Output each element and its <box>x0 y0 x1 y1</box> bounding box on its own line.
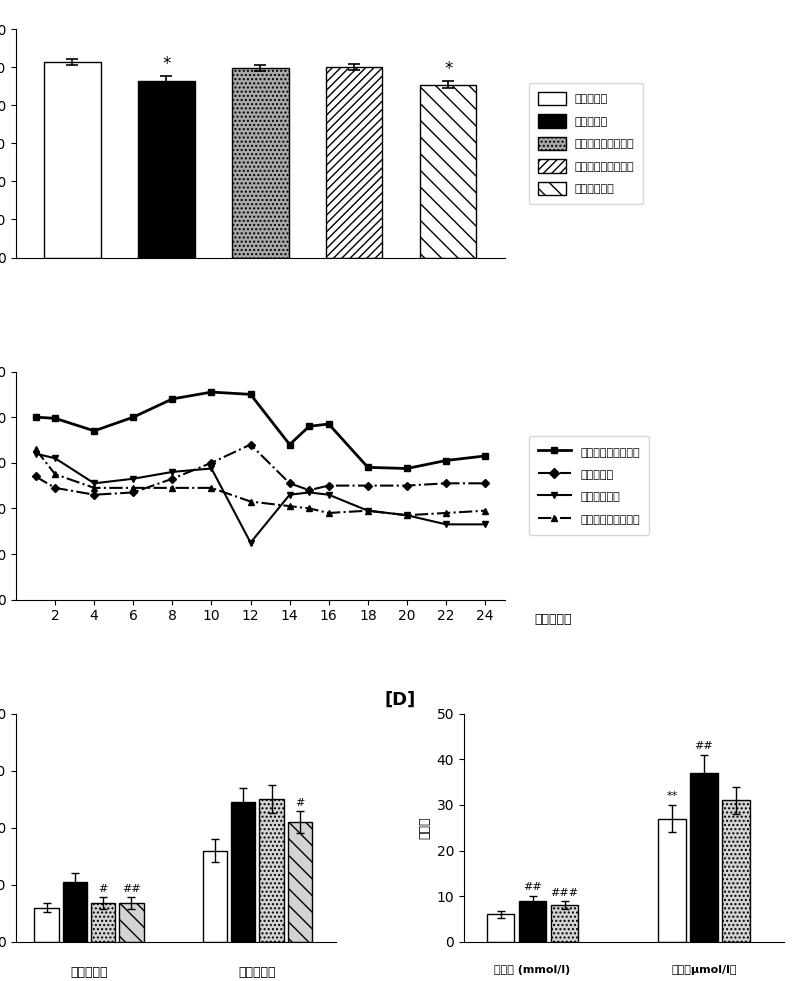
咖啡因干预组 <box>167 466 177 478</box>
Bar <box>288 822 312 942</box>
低剂量营养素干预组 <box>363 461 373 473</box>
高剂量营养素干预组 <box>285 500 294 512</box>
Text: 谷草转氨酶: 谷草转氨酶 <box>238 965 276 979</box>
慢性力竭组 <box>90 489 99 500</box>
Bar <box>326 68 382 257</box>
Bar <box>34 907 58 942</box>
Text: 肌酐（μmol/l）: 肌酐（μmol/l） <box>671 964 737 974</box>
咖啡因干预组 <box>480 519 490 531</box>
慢性力竭组 <box>363 480 373 491</box>
低剂量营养素干预组 <box>206 387 216 398</box>
Legend: 安静对照组, 慢性力竭组, 低剂量营养素干预组, 高剂量营养素干预组, 咖啡因干预组: 安静对照组, 慢性力竭组, 低剂量营养素干预组, 高剂量营养素干预组, 咖啡因干… <box>529 83 643 204</box>
Bar <box>91 903 115 942</box>
Bar <box>62 882 87 942</box>
Bar <box>519 901 546 942</box>
咖啡因干预组 <box>90 478 99 490</box>
高剂量营养素干预组 <box>50 468 60 480</box>
Y-axis label: 肾功能: 肾功能 <box>418 816 431 839</box>
Bar <box>138 80 194 257</box>
Legend: 低剂量营养素干预组, 慢性力竭组, 咖啡因干预组, 高剂量营养素干预组: 低剂量营养素干预组, 慢性力竭组, 咖啡因干预组, 高剂量营养素干预组 <box>529 437 649 535</box>
Text: *: * <box>162 55 170 74</box>
Text: **: ** <box>666 792 678 801</box>
Bar <box>487 914 514 942</box>
咖啡因干预组 <box>324 489 334 500</box>
慢性力竭组 <box>402 480 412 491</box>
Bar <box>203 851 227 942</box>
Bar <box>551 905 578 942</box>
慢性力竭组 <box>129 487 138 498</box>
高剂量营养素干预组 <box>480 505 490 517</box>
Bar <box>420 84 477 257</box>
高剂量营养素干预组 <box>246 495 255 507</box>
Text: ##: ## <box>523 883 542 893</box>
高剂量营养素干预组 <box>442 507 451 519</box>
咖啡因干预组 <box>206 463 216 475</box>
Text: #: # <box>98 885 108 895</box>
咖啡因干预组 <box>50 452 60 464</box>
高剂量营养素干预组 <box>402 509 412 521</box>
高剂量营养素干预组 <box>30 443 40 455</box>
慢性力竭组 <box>285 478 294 490</box>
慢性力竭组 <box>167 473 177 485</box>
咖啡因干预组 <box>363 505 373 517</box>
咖啡因干预组 <box>304 487 314 498</box>
低剂量营养素干预组 <box>246 388 255 400</box>
咖啡因干预组 <box>402 509 412 521</box>
低剂量营养素干预组 <box>129 411 138 423</box>
高剂量营养素干预组 <box>324 507 334 519</box>
咖啡因干预组 <box>129 473 138 485</box>
Text: 谷丙转氨酶: 谷丙转氨酶 <box>70 965 108 979</box>
慢性力竭组 <box>246 439 255 450</box>
低剂量营养素干预组 <box>324 418 334 430</box>
高剂量营养素干预组 <box>363 505 373 517</box>
慢性力竭组 <box>30 471 40 483</box>
Text: 尿素氮 (mmol/l): 尿素氮 (mmol/l) <box>494 964 570 974</box>
慢性力竭组 <box>442 478 451 490</box>
低剂量营养素干预组 <box>480 450 490 462</box>
低剂量营养素干预组 <box>402 463 412 475</box>
Text: *: * <box>444 60 453 77</box>
咖啡因干预组 <box>30 447 40 459</box>
高剂量营养素干预组 <box>304 502 314 514</box>
Text: ###: ### <box>550 888 578 898</box>
Bar <box>690 773 718 942</box>
慢性力竭组 <box>480 478 490 490</box>
咖啡因干预组 <box>442 519 451 531</box>
高剂量营养素干预组 <box>167 482 177 493</box>
Line: 慢性力竭组: 慢性力竭组 <box>33 441 488 497</box>
低剂量营养素干预组 <box>442 454 451 466</box>
Line: 咖啡因干预组: 咖啡因干预组 <box>32 450 489 546</box>
低剂量营养素干预组 <box>167 393 177 405</box>
慢性力竭组 <box>304 485 314 496</box>
Text: [D]: [D] <box>384 691 415 708</box>
Line: 低剂量营养素干预组: 低剂量营养素干预组 <box>32 388 489 472</box>
Bar <box>259 800 284 942</box>
高剂量营养素干预组 <box>129 482 138 493</box>
慢性力竭组 <box>50 482 60 493</box>
低剂量营养素干预组 <box>285 439 294 450</box>
低剂量营养素干预组 <box>90 425 99 437</box>
Bar <box>722 800 750 942</box>
Bar <box>44 62 101 257</box>
低剂量营养素干预组 <box>30 411 40 423</box>
Text: #: # <box>295 798 305 807</box>
Text: 时间（天）: 时间（天） <box>534 613 571 626</box>
低剂量营养素干预组 <box>50 412 60 424</box>
慢性力竭组 <box>206 457 216 469</box>
Bar <box>119 903 143 942</box>
Text: ##: ## <box>694 741 714 751</box>
Bar <box>231 802 255 942</box>
高剂量营养素干预组 <box>90 482 99 493</box>
Text: ##: ## <box>122 885 141 895</box>
咖啡因干预组 <box>246 537 255 548</box>
Line: 高剂量营养素干预组: 高剂量营养素干预组 <box>32 445 489 519</box>
Bar <box>232 69 289 257</box>
慢性力竭组 <box>324 480 334 491</box>
高剂量营养素干预组 <box>206 482 216 493</box>
咖啡因干预组 <box>285 489 294 500</box>
低剂量营养素干预组 <box>304 421 314 433</box>
Bar <box>658 818 686 942</box>
